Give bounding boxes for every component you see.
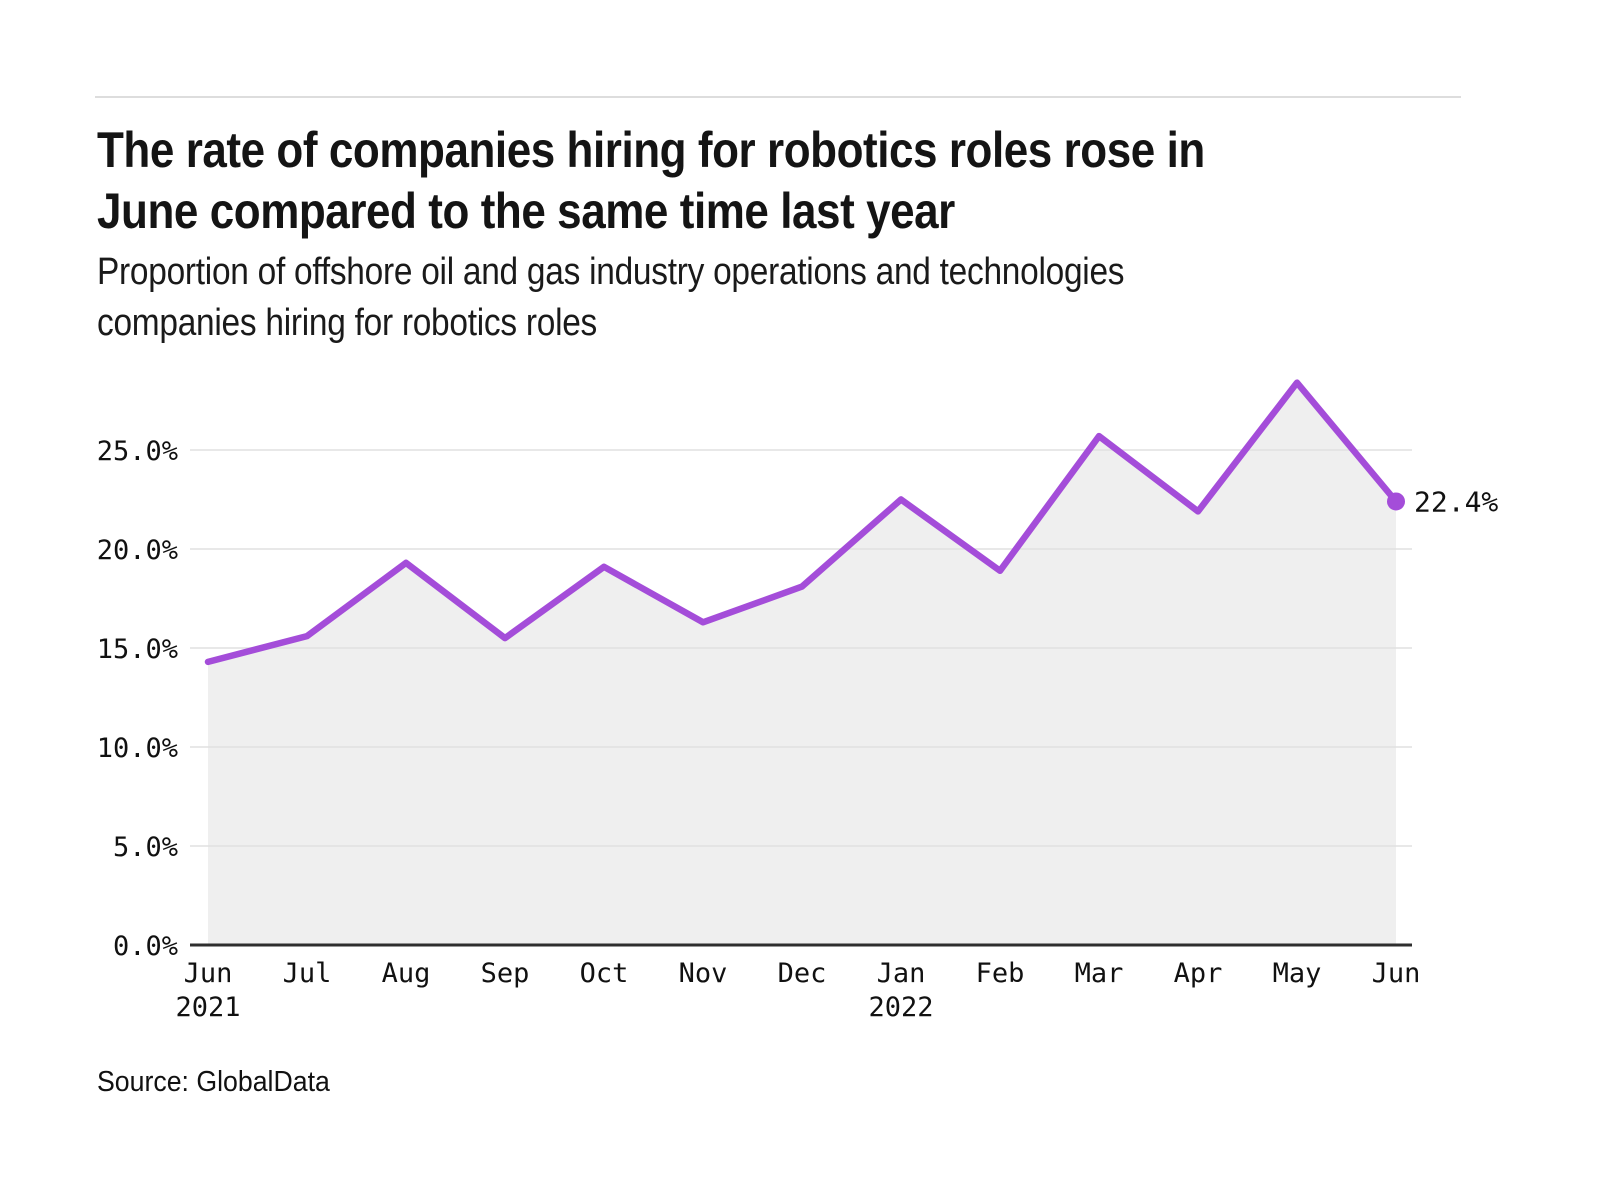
chart-title-line-2: June compared to the same time last year bbox=[97, 183, 955, 239]
series-line-group: 22.4% bbox=[204, 379, 1498, 666]
end-value-label: 22.4% bbox=[1414, 485, 1498, 518]
series-line bbox=[204, 379, 1400, 666]
chart-subtitle-line-2: companies hiring for robotics roles bbox=[97, 302, 598, 344]
x-tick-label: Sep bbox=[481, 958, 530, 989]
y-tick-label: 0.0% bbox=[113, 931, 178, 962]
x-tick-label: Jul bbox=[283, 958, 332, 989]
tick-labels-group: 0.0% 5.0% 10.0% 15.0% 20.0% 25.0% Jun Jul Aug Sep… bbox=[97, 436, 1421, 1023]
y-tick-label: 5.0% bbox=[113, 832, 178, 863]
chart-subtitle: Proportion of offshore oil and gas indus… bbox=[97, 247, 1125, 349]
gridlines-group bbox=[190, 449, 1412, 847]
chart-subtitle-line-1: Proportion of offshore oil and gas indus… bbox=[97, 251, 1125, 293]
x-tick-label: Oct bbox=[580, 958, 629, 989]
x-tick-label: Jan bbox=[877, 958, 926, 989]
y-tick-label: 20.0% bbox=[97, 535, 178, 566]
x-tick-label: Jun bbox=[1372, 958, 1421, 989]
series-area bbox=[208, 382, 1396, 945]
end-point-marker bbox=[1387, 492, 1405, 511]
x-tick-year-label: 2022 bbox=[868, 992, 933, 1023]
top-divider bbox=[95, 96, 1461, 98]
x-tick-year-label: 2021 bbox=[175, 992, 240, 1023]
y-tick-label: 15.0% bbox=[97, 634, 178, 665]
x-tick-label: Apr bbox=[1174, 958, 1223, 989]
source-note: Source: GlobalData bbox=[97, 1066, 330, 1098]
chart-title: The rate of companies hiring for robotic… bbox=[97, 120, 1205, 242]
x-tick-label: Nov bbox=[679, 958, 728, 989]
chart-title-line-1: The rate of companies hiring for robotic… bbox=[97, 122, 1205, 178]
x-tick-label: Feb bbox=[976, 958, 1025, 989]
x-tick-label: Aug bbox=[382, 958, 431, 989]
x-tick-label: Mar bbox=[1075, 958, 1124, 989]
x-tick-label: Dec bbox=[778, 958, 827, 989]
x-tick-label: Jun bbox=[184, 958, 233, 989]
series-area-group bbox=[208, 382, 1396, 945]
y-tick-label: 25.0% bbox=[97, 436, 178, 467]
x-tick-label: May bbox=[1273, 958, 1322, 989]
y-tick-label: 10.0% bbox=[97, 733, 178, 764]
